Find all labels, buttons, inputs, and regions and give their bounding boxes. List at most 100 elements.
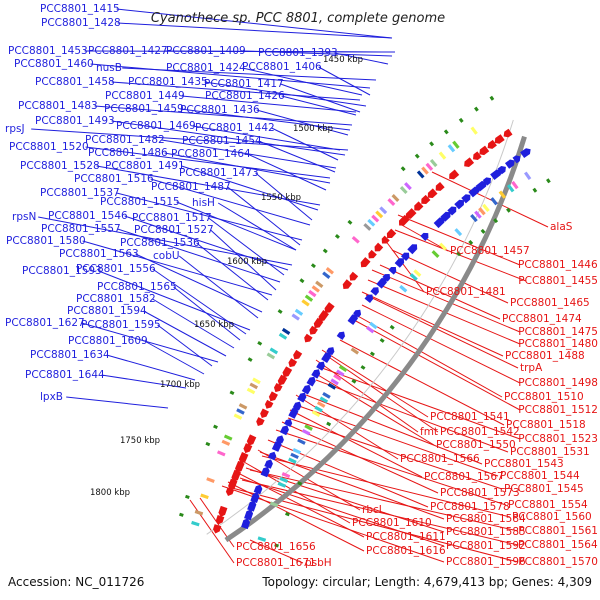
reverse-category-bar	[371, 214, 380, 223]
callout-line	[281, 95, 357, 116]
callout-line	[271, 127, 339, 161]
forward-category-bar	[288, 457, 297, 464]
forward-gene-arrow	[353, 309, 362, 318]
reverse-gene-arrow	[282, 366, 293, 378]
reverse-gene-arrow	[277, 374, 288, 386]
reverse-category-bar	[404, 182, 412, 191]
forward-feature-mark	[468, 239, 474, 245]
callout-line	[106, 354, 196, 381]
forward-gene-label: PCC8801_1406	[242, 61, 322, 73]
callout-line	[242, 67, 363, 96]
callout-line	[98, 270, 251, 331]
forward-category-bar	[413, 269, 422, 277]
reverse-category-bar	[325, 266, 334, 275]
reverse-gene-arrow	[427, 188, 438, 199]
forward-gene-label: hisH	[192, 197, 215, 209]
reverse-category-bar	[223, 434, 233, 441]
reverse-gene-arrow	[464, 157, 475, 167]
forward-gene-label: PCC8801_1609	[68, 335, 148, 347]
reverse-gene-label: PCC8801_1573	[440, 487, 520, 499]
reverse-gene-arrow	[268, 391, 278, 402]
callout-line	[267, 439, 429, 508]
forward-gene-arrow	[475, 180, 487, 192]
forward-gene-label: PCC8801_1565	[97, 281, 177, 293]
position-tick-label: 1500 kbp	[293, 124, 333, 134]
forward-gene-arrow	[497, 165, 506, 175]
reverse-gene-arrow	[473, 151, 482, 160]
reverse-feature-mark	[347, 219, 353, 225]
reverse-gene-label: PCC8801_1542	[440, 426, 520, 438]
forward-category-bar	[327, 382, 337, 390]
reverse-gene-label: PCC8801_1518	[506, 419, 586, 431]
forward-gene-arrow	[447, 206, 457, 216]
position-tick-label: 1700 kbp	[160, 380, 200, 390]
forward-category-bar	[524, 171, 532, 180]
forward-category-bar	[257, 536, 267, 542]
forward-gene-label: PCC8801_1557	[41, 223, 121, 235]
reverse-category-bar	[322, 271, 331, 279]
forward-gene-arrow	[306, 376, 316, 387]
callout-line	[242, 50, 393, 57]
reverse-category-bar	[351, 235, 360, 244]
callout-line	[227, 186, 301, 246]
reverse-category-bar	[233, 413, 243, 420]
callout-line	[257, 449, 361, 511]
callout-line	[116, 192, 303, 241]
callout-line	[176, 201, 297, 251]
reverse-category-bar	[387, 198, 396, 207]
forward-feature-mark	[369, 351, 375, 357]
callout-line	[384, 239, 425, 293]
forward-gene-label: PCC8801_1594	[67, 305, 147, 317]
callout-line	[66, 396, 169, 409]
forward-gene-label: PCC8801_1487	[151, 181, 231, 193]
forward-gene-arrow	[388, 266, 397, 275]
forward-gene-arrow	[311, 369, 321, 379]
forward-gene-arrow	[326, 347, 335, 356]
reverse-gene-arrow	[503, 128, 513, 138]
reverse-category-bar	[304, 294, 314, 302]
reverse-category-bar	[221, 439, 231, 446]
reverse-gene-label: PCC8801_1512	[518, 404, 598, 416]
callout-line	[239, 477, 445, 547]
reverse-gene-label: PCC8801_1578	[430, 501, 510, 513]
forward-category-bar	[490, 197, 498, 206]
reverse-gene-label: PCC8801_1474	[502, 313, 582, 325]
reverse-gene-arrow	[368, 249, 377, 259]
callout-line	[397, 214, 521, 266]
forward-category-bar	[281, 472, 291, 479]
forward-gene-arrow	[260, 466, 270, 478]
forward-category-bar	[301, 429, 311, 436]
forward-category-bar	[290, 452, 299, 460]
reverse-feature-mark	[213, 424, 218, 429]
callout-line	[180, 108, 351, 131]
forward-gene-arrow	[284, 418, 293, 428]
reverse-category-bar	[367, 218, 376, 227]
reverse-gene-arrow	[349, 271, 359, 281]
forward-feature-mark	[379, 338, 385, 343]
reverse-gene-label: PCC8801_1465	[510, 297, 590, 309]
forward-feature-mark	[389, 324, 395, 330]
reverse-gene-arrow	[494, 134, 505, 144]
reverse-gene-label: PCC8801_1610	[352, 517, 432, 529]
forward-gene-arrow	[336, 331, 346, 340]
forward-gene-arrow	[454, 199, 465, 210]
forward-gene-label: PCC8801_1442	[195, 122, 275, 134]
reverse-feature-mark	[474, 106, 479, 112]
reverse-gene-label: PCC8801_1656	[236, 541, 316, 553]
reverse-gene-label: alaS	[550, 221, 573, 233]
callout-line	[321, 349, 429, 418]
reverse-gene-label: PCC8801_1566	[400, 453, 480, 465]
reverse-gene-label: PCC8801_1560	[512, 511, 592, 523]
forward-category-bar	[369, 321, 378, 330]
forward-gene-arrow	[382, 273, 391, 282]
reverse-gene-label: PCC8801_1611	[366, 531, 446, 543]
forward-gene-arrow	[301, 384, 311, 395]
forward-gene-label: PCC8801_1473	[179, 167, 259, 179]
reverse-feature-mark	[299, 278, 305, 284]
reverse-gene-label: PCC8801_1510	[504, 391, 584, 403]
reverse-gene-arrow	[293, 349, 303, 360]
reverse-feature-mark	[205, 441, 211, 447]
forward-gene-arrow	[347, 314, 358, 325]
forward-category-bar	[478, 207, 486, 216]
forward-gene-label: PCC8801_1491	[105, 160, 185, 172]
